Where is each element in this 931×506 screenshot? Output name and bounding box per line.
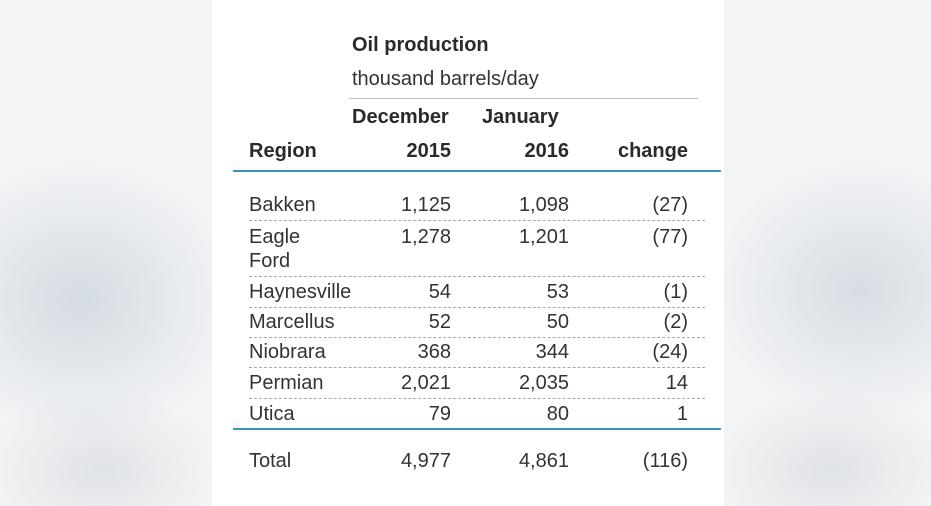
row-jan-2016: 344: [535, 341, 569, 363]
row-jan-2016: 2,035: [518, 372, 569, 394]
row-dec-2015: 2,021: [400, 372, 451, 394]
row-jan-2016: 1,201: [518, 226, 569, 248]
row-region-line2: Ford: [249, 250, 291, 272]
header-2015: 2015: [406, 140, 452, 162]
oil-production-table-card: Oil production thousand barrels/day Dece…: [212, 0, 724, 506]
row-change: (2): [663, 311, 688, 333]
row-dec-2015: 52: [428, 311, 451, 333]
row-change: 14: [665, 372, 688, 394]
table-subtitle: thousand barrels/day: [352, 68, 539, 90]
subtitle-divider: [349, 98, 698, 99]
row-region: Bakken: [249, 194, 316, 216]
row-jan-2016: 1,098: [518, 194, 569, 216]
row-change: 1: [676, 403, 688, 425]
row-region: Utica: [249, 403, 295, 425]
header-divider: [233, 170, 721, 172]
header-january: January: [482, 106, 559, 128]
row-divider: [249, 398, 705, 399]
row-dec-2015: 79: [428, 403, 451, 425]
row-jan-2016: 80: [546, 403, 569, 425]
row-change: (1): [663, 281, 688, 303]
row-divider: [249, 276, 705, 277]
total-dec-2015: 4,977: [400, 450, 451, 472]
row-jan-2016: 50: [546, 311, 569, 333]
row-divider: [249, 367, 705, 368]
row-dec-2015: 368: [417, 341, 451, 363]
row-region: Niobrara: [249, 341, 326, 363]
row-divider: [249, 337, 705, 338]
header-2016: 2016: [524, 140, 570, 162]
row-dec-2015: 1,278: [400, 226, 451, 248]
row-divider: [249, 220, 705, 221]
row-jan-2016: 53: [546, 281, 569, 303]
header-change: change: [617, 140, 688, 162]
header-december: December: [352, 106, 449, 128]
row-region: Haynesville: [249, 281, 352, 303]
total-label: Total: [249, 450, 292, 472]
row-change: (24): [652, 341, 688, 363]
row-dec-2015: 54: [428, 281, 451, 303]
row-region: Marcellus: [249, 311, 335, 333]
header-region: Region: [249, 140, 317, 162]
total-divider: [233, 428, 721, 430]
row-divider: [249, 307, 705, 308]
table-title: Oil production: [352, 34, 489, 56]
total-change: (116): [642, 450, 688, 472]
row-region: Eagle: [249, 226, 301, 248]
row-change: (27): [652, 194, 688, 216]
row-dec-2015: 1,125: [400, 194, 451, 216]
row-region: Permian: [249, 372, 324, 394]
row-change: (77): [652, 226, 688, 248]
total-jan-2016: 4,861: [518, 450, 569, 472]
